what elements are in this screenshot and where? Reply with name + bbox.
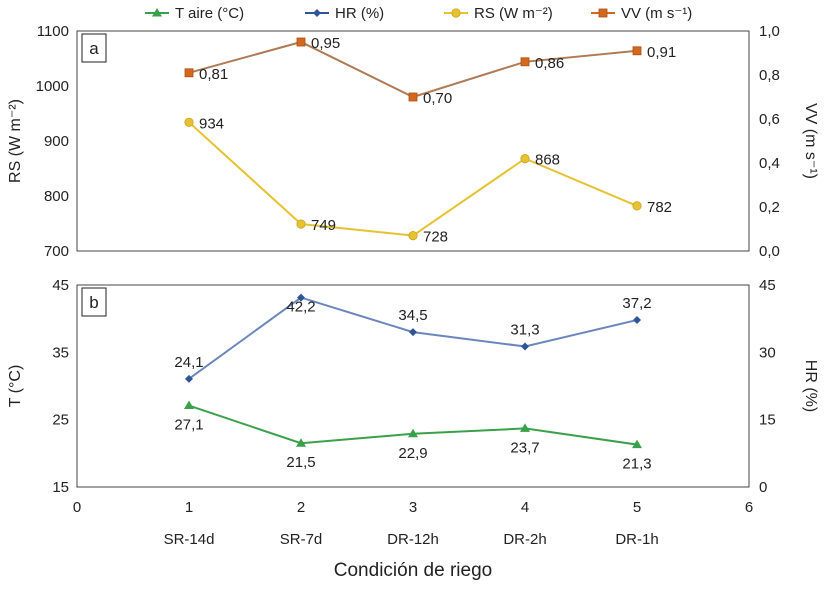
legend-label-2: RS (W m⁻²) bbox=[474, 5, 553, 22]
x-tick-label: 1 bbox=[185, 499, 193, 516]
panel-label: a bbox=[89, 39, 99, 58]
y-right-tick-label: 0,4 bbox=[759, 155, 780, 172]
data-label: 21,5 bbox=[286, 454, 315, 471]
data-label: 21,3 bbox=[622, 456, 651, 473]
data-point-hr bbox=[409, 328, 417, 337]
x-category-label: SR-7d bbox=[280, 531, 323, 548]
data-point-vv bbox=[296, 37, 306, 47]
data-label: 0,91 bbox=[647, 44, 676, 61]
x-category-label: DR-2h bbox=[503, 531, 546, 548]
data-label: 782 bbox=[647, 199, 672, 216]
y-left-tick-label: 1100 bbox=[37, 23, 69, 40]
y-right-tick-label: 1,0 bbox=[759, 23, 780, 40]
y-right-axis-title: VV (m s⁻¹) bbox=[802, 103, 819, 179]
y-right-tick-label: 0,8 bbox=[759, 67, 780, 84]
data-point-t-aire bbox=[632, 439, 642, 449]
data-point-hr bbox=[633, 316, 641, 325]
y-left-tick-label: 1000 bbox=[36, 78, 69, 95]
data-point-rs bbox=[296, 219, 306, 229]
y-left-axis-title: T (°C) bbox=[7, 365, 24, 408]
y-right-tick-label: 45 bbox=[759, 277, 776, 294]
data-point-hr bbox=[521, 342, 529, 351]
data-label: 37,2 bbox=[622, 295, 651, 312]
panel-a: 700 800 900 1000 1100 0,0 0,2 0,4 0,6 0,8 1,0 RS (W… bbox=[7, 23, 819, 260]
x-tick-label: 2 bbox=[297, 499, 305, 516]
data-point-t-aire bbox=[296, 438, 306, 447]
y-right-tick-label: 0,2 bbox=[759, 199, 780, 216]
data-point-rs bbox=[520, 154, 530, 164]
y-right-axis-title: HR (%) bbox=[802, 360, 819, 412]
data-label: 728 bbox=[423, 229, 448, 246]
y-left-tick-label: 25 bbox=[52, 412, 69, 429]
data-label: 868 bbox=[535, 152, 560, 169]
legend: T aire (°C) HR (%) RS (W m⁻²) VV (m s⁻¹) bbox=[145, 5, 692, 22]
series-line-t-aire bbox=[188, 404, 638, 446]
data-label: 23,7 bbox=[510, 439, 539, 456]
data-point-vv bbox=[408, 92, 418, 102]
data-point-hr bbox=[297, 293, 305, 302]
panel-label: b bbox=[89, 293, 98, 312]
y-right-tick-label: 0,6 bbox=[759, 111, 780, 128]
x-tick-label: 6 bbox=[745, 499, 753, 516]
legend-label-1: HR (%) bbox=[335, 5, 384, 22]
y-right-tick-label: 15 bbox=[759, 412, 776, 429]
data-point-t-aire bbox=[184, 400, 194, 410]
legend-marker-1 bbox=[313, 9, 321, 17]
data-label: 0,81 bbox=[199, 66, 228, 83]
x-category-label: DR-1h bbox=[615, 531, 658, 548]
plot-frame bbox=[76, 284, 750, 488]
data-point-rs bbox=[184, 117, 194, 127]
y-left-tick-label: 35 bbox=[52, 344, 69, 361]
legend-label-0: T aire (°C) bbox=[175, 5, 244, 22]
x-tick-label: 0 bbox=[73, 499, 81, 516]
data-point-hr bbox=[185, 374, 193, 383]
series-line-rs bbox=[188, 121, 638, 237]
x-category-label: DR-12h bbox=[387, 531, 439, 548]
plot-frame bbox=[76, 30, 750, 252]
data-point-vv bbox=[520, 57, 530, 67]
x-tick-label: 5 bbox=[633, 499, 641, 516]
legend-marker-3 bbox=[598, 8, 608, 18]
data-label: 0,95 bbox=[311, 35, 340, 52]
data-point-vv bbox=[184, 68, 194, 78]
y-right-tick-label: 0 bbox=[759, 479, 767, 496]
y-left-axis-title: RS (W m⁻²) bbox=[7, 99, 24, 183]
legend-marker-2 bbox=[451, 8, 461, 18]
data-label: 34,5 bbox=[398, 307, 427, 324]
data-label: 934 bbox=[199, 115, 224, 132]
data-point-rs bbox=[408, 231, 418, 241]
data-label: 24,1 bbox=[174, 354, 203, 371]
data-point-t-aire bbox=[408, 428, 418, 438]
data-label: 27,1 bbox=[174, 417, 203, 434]
y-left-tick-label: 45 bbox=[52, 277, 69, 294]
data-label: 0,86 bbox=[535, 55, 564, 72]
panel-label-box bbox=[81, 33, 107, 63]
data-point-vv bbox=[632, 46, 642, 56]
data-label: 31,3 bbox=[510, 321, 539, 338]
y-right-tick-label: 0,0 bbox=[759, 243, 780, 260]
panel-b: 15 25 35 45 0 15 30 45 T (°C) HR (%) b 24,1 42,2 34,5… bbox=[7, 277, 819, 496]
legend-marker-0 bbox=[152, 8, 162, 17]
data-label: 42,2 bbox=[286, 299, 315, 316]
x-axis-title: Condición de riego bbox=[334, 560, 492, 581]
data-label: 22,9 bbox=[398, 445, 427, 462]
y-right-tick-label: 30 bbox=[759, 344, 776, 361]
data-point-rs bbox=[632, 201, 642, 211]
x-category-label: SR-14d bbox=[164, 531, 215, 548]
y-left-tick-label: 700 bbox=[44, 243, 69, 260]
series-line-vv bbox=[188, 40, 638, 99]
x-tick-label: 3 bbox=[409, 499, 417, 516]
x-tick-label: 4 bbox=[521, 499, 529, 516]
y-left-tick-label: 800 bbox=[44, 188, 69, 205]
data-label: 0,70 bbox=[423, 90, 452, 107]
data-label: 749 bbox=[311, 217, 336, 234]
y-left-tick-label: 15 bbox=[52, 479, 69, 496]
legend-label-3: VV (m s⁻¹) bbox=[621, 5, 692, 22]
data-point-t-aire bbox=[520, 423, 530, 432]
y-left-tick-label: 900 bbox=[44, 133, 69, 150]
x-axis: 0 1 2 3 4 5 6 SR-14d SR-7d DR-12h DR-2h DR-1h Condic… bbox=[73, 499, 753, 581]
panel-label-box bbox=[81, 287, 107, 317]
